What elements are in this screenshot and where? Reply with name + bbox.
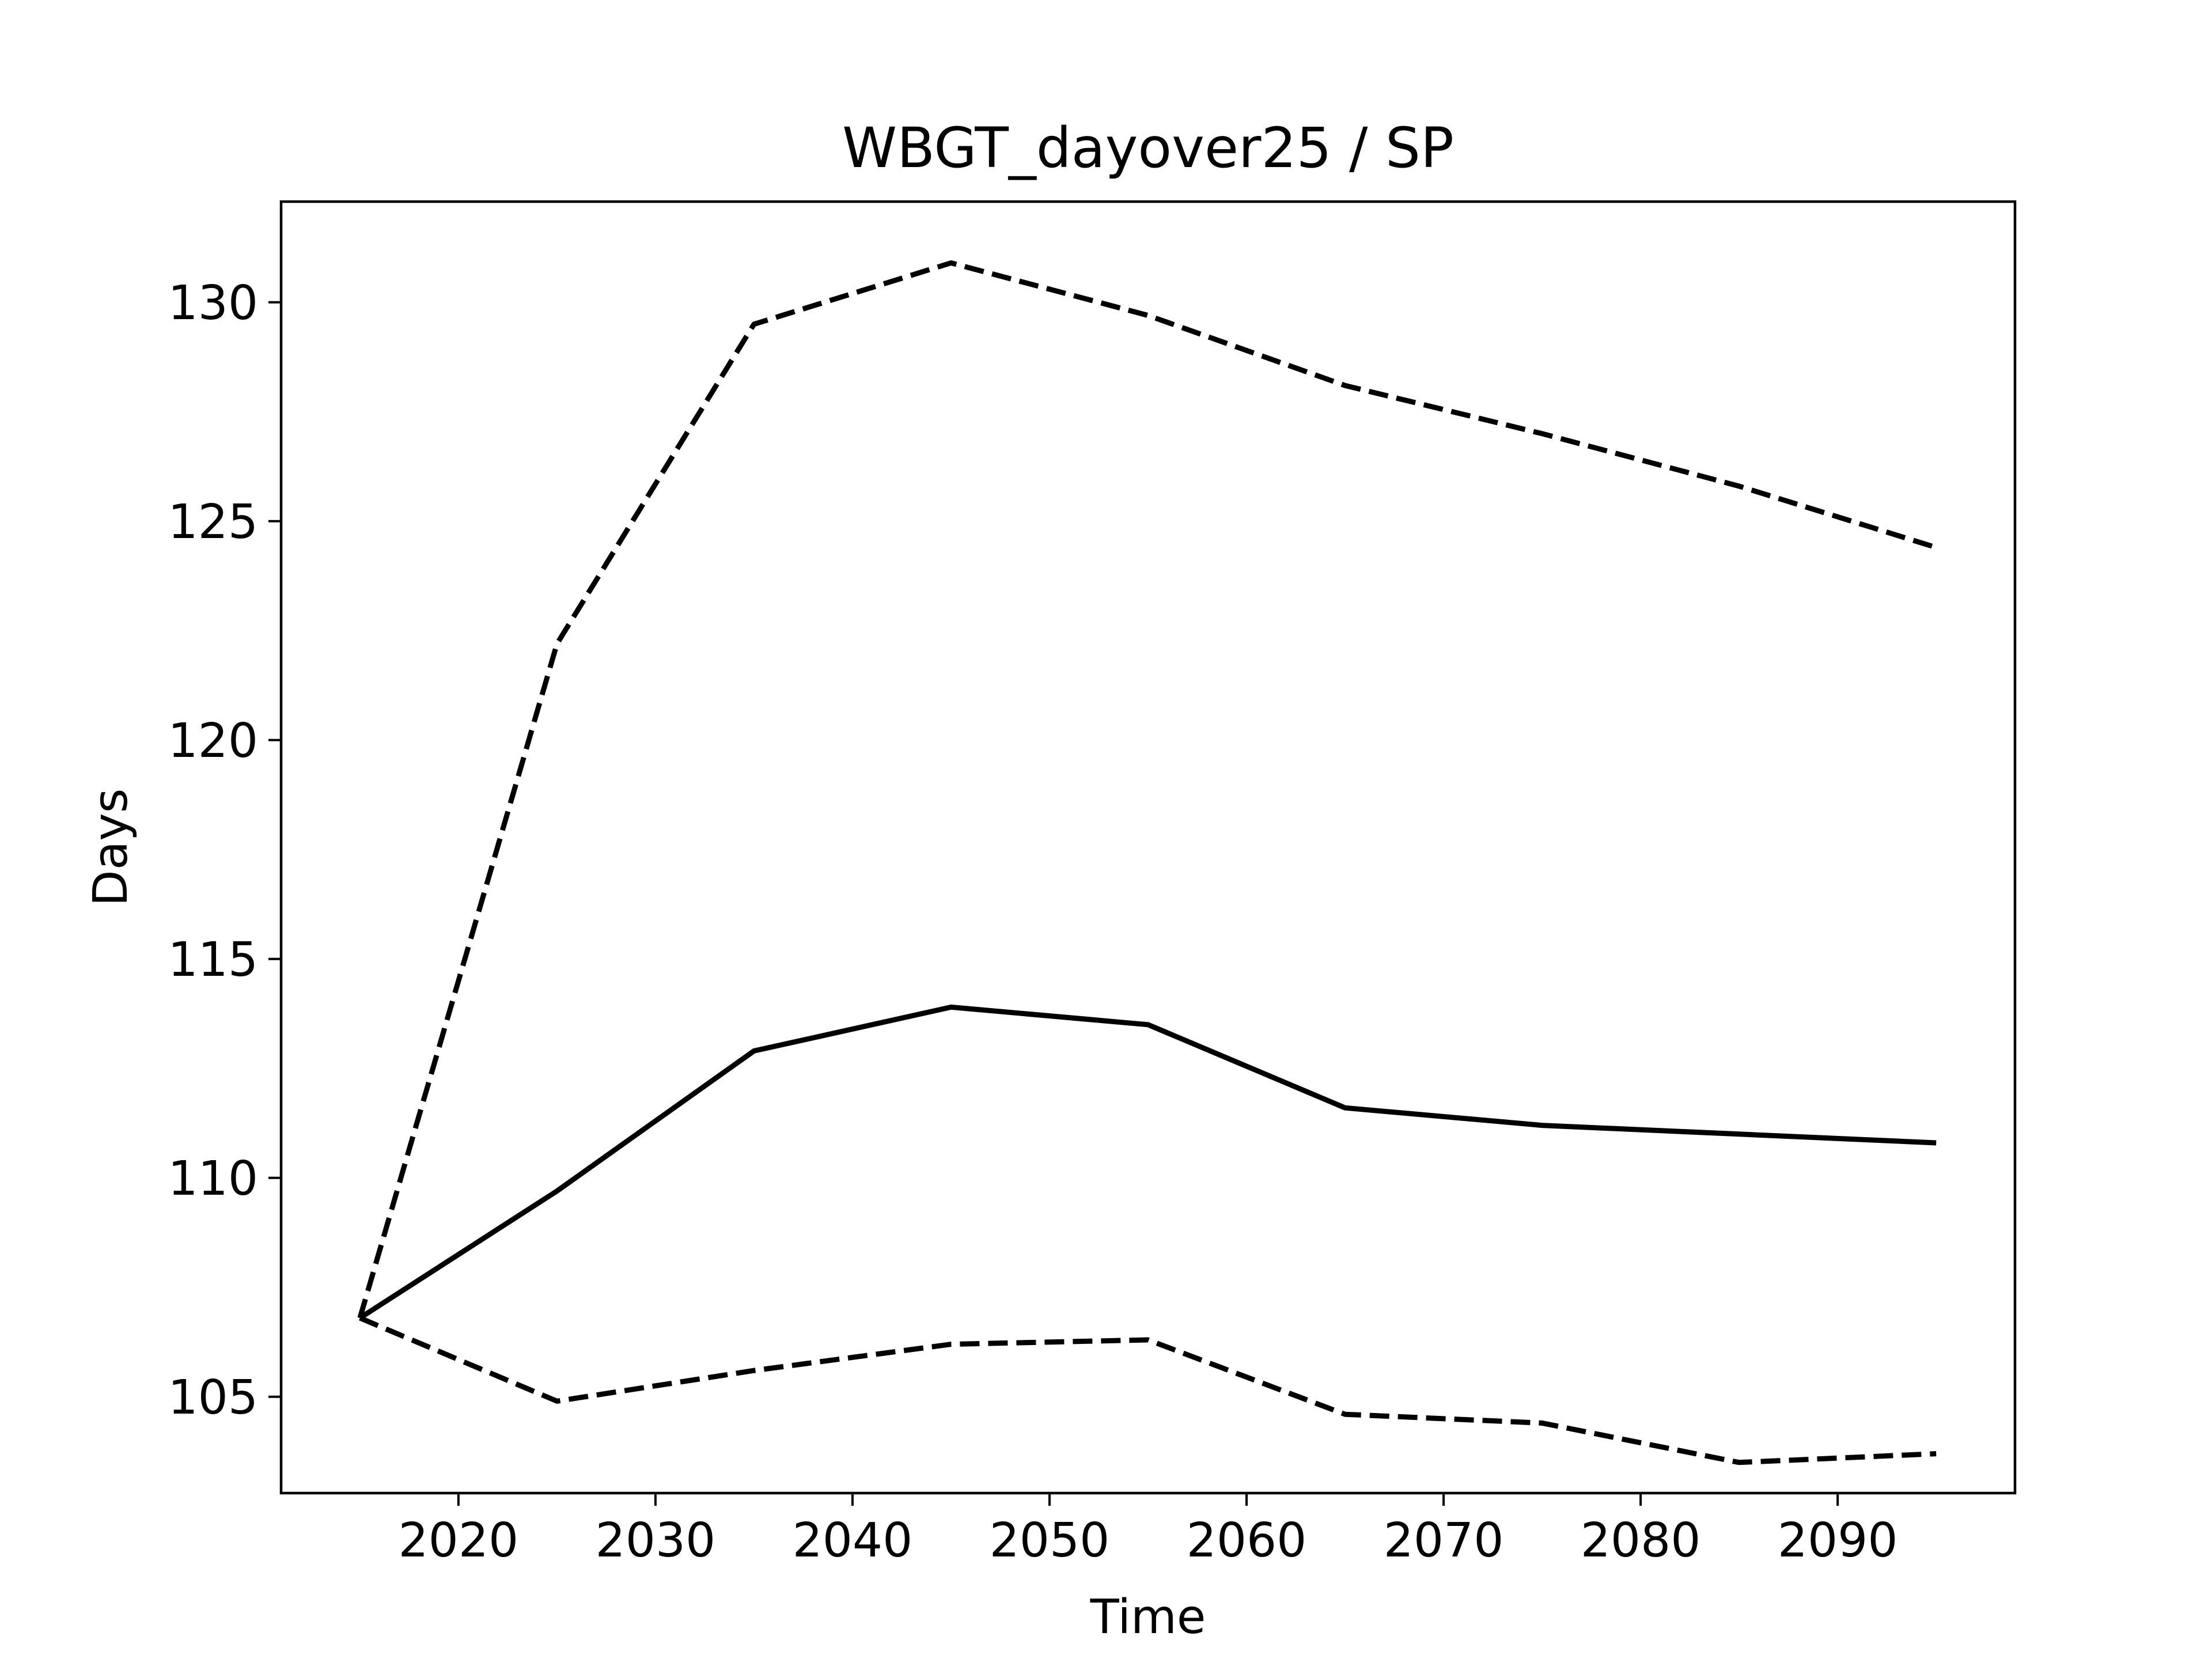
series-line-3 (359, 1315, 1937, 1465)
plot-lines (357, 260, 1937, 1465)
x-tick-label: 2080 (1581, 1513, 1701, 1568)
x-axis-label: Time (1090, 1590, 1206, 1645)
x-axis-ticks: 2020 2030 2040 2050 2060 2070 2080 2090 (398, 1493, 1898, 1568)
x-tick-label: 2070 (1384, 1513, 1504, 1568)
x-tick-label: 2050 (990, 1513, 1110, 1568)
x-tick-label: 2030 (596, 1513, 716, 1568)
plot-frame (279, 200, 2017, 1495)
y-axis-label: Days (84, 789, 138, 907)
y-tick-label: 110 (168, 1152, 258, 1206)
x-tick-label: 2060 (1187, 1513, 1307, 1568)
y-tick-label: 130 (168, 276, 258, 331)
y-axis-ticks: 105 110 115 120 125 130 (168, 276, 281, 1425)
series-line-1 (358, 1004, 1937, 1320)
x-tick-label: 2040 (793, 1513, 913, 1568)
x-tick-label: 2090 (1778, 1513, 1898, 1568)
y-tick-label: 125 (168, 495, 258, 550)
y-tick-label: 115 (168, 933, 258, 987)
chart-title: WBGT_dayover25 / SP (842, 116, 1454, 180)
x-tick-label: 2020 (398, 1513, 518, 1568)
y-tick-label: 120 (168, 714, 258, 768)
y-tick-label: 105 (168, 1370, 258, 1425)
series-line-2 (357, 260, 1937, 1319)
